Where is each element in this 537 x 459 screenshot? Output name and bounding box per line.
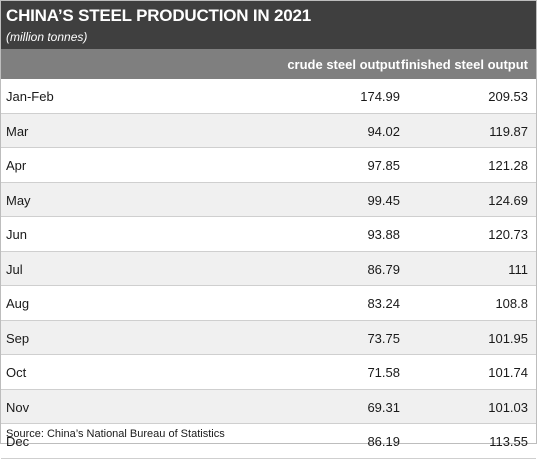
row-crude-value: 93.88 [367, 227, 400, 242]
row-finished-value: 108.8 [495, 296, 528, 311]
row-month: Nov [6, 399, 30, 415]
row-crude-value: 83.24 [367, 296, 400, 311]
row-finished-value: 113.55 [489, 434, 528, 449]
table-row: Jan-Feb 174.99 209.53 [1, 79, 536, 114]
row-finished-value: 120.73 [488, 227, 528, 242]
table-row: Apr 97.85 121.28 [1, 148, 536, 183]
row-finished-value: 111 [508, 261, 528, 277]
row-finished-value: 119.87 [489, 123, 528, 139]
table-title: CHINA’S STEEL PRODUCTION IN 2021 [6, 6, 312, 25]
row-crude-value: 86.19 [367, 434, 400, 449]
row-month: Mar [6, 123, 29, 139]
row-finished-value: 101.74 [488, 365, 528, 380]
row-finished-value: 121.28 [488, 158, 528, 173]
row-crude-value: 99.45 [367, 192, 400, 208]
row-crude-value: 71.58 [367, 365, 400, 380]
row-finished-value: 124.69 [488, 192, 528, 208]
column-header-row: crude steel output finished steel output [1, 49, 536, 79]
table-row: Nov 69.31 101.03 [1, 389, 536, 424]
table-body: Jan-Feb 174.99 209.53 Mar 94.02 119.87 A… [1, 79, 536, 459]
row-crude-value: 86.79 [367, 261, 400, 277]
row-crude-value: 73.75 [367, 330, 400, 346]
column-header-crude: crude steel output [287, 57, 400, 72]
table-row: Jul 86.79 111 [1, 251, 536, 286]
table-row: Oct 71.58 101.74 [1, 355, 536, 390]
row-crude-value: 94.02 [367, 123, 400, 139]
source-note: Source: China’s National Bureau of Stati… [6, 428, 225, 440]
row-month: May [6, 192, 31, 208]
table-row: May 99.45 124.69 [1, 182, 536, 217]
table-subtitle: (million tonnes) [6, 30, 88, 44]
table-row: Mar 94.02 119.87 [1, 113, 536, 148]
row-month: Sep [6, 330, 30, 346]
table-row: Aug 83.24 108.8 [1, 286, 536, 321]
column-header-finished: finished steel output [400, 57, 528, 72]
row-month: Apr [6, 158, 27, 173]
row-finished-value: 101.95 [488, 330, 528, 346]
row-finished-value: 209.53 [488, 89, 528, 104]
row-month: Jan-Feb [6, 89, 54, 104]
row-month: Jul [6, 261, 23, 277]
row-crude-value: 97.85 [367, 158, 400, 173]
row-crude-value: 174.99 [360, 89, 400, 104]
row-finished-value: 101.03 [488, 399, 528, 415]
row-month: Aug [6, 296, 30, 311]
table-row: Sep 73.75 101.95 [1, 320, 536, 355]
row-crude-value: 69.31 [367, 399, 400, 415]
table-header: CHINA’S STEEL PRODUCTION IN 2021 (millio… [1, 1, 536, 49]
table-row: Jun 93.88 120.73 [1, 217, 536, 252]
row-month: Jun [6, 227, 27, 242]
row-month: Oct [6, 365, 27, 380]
